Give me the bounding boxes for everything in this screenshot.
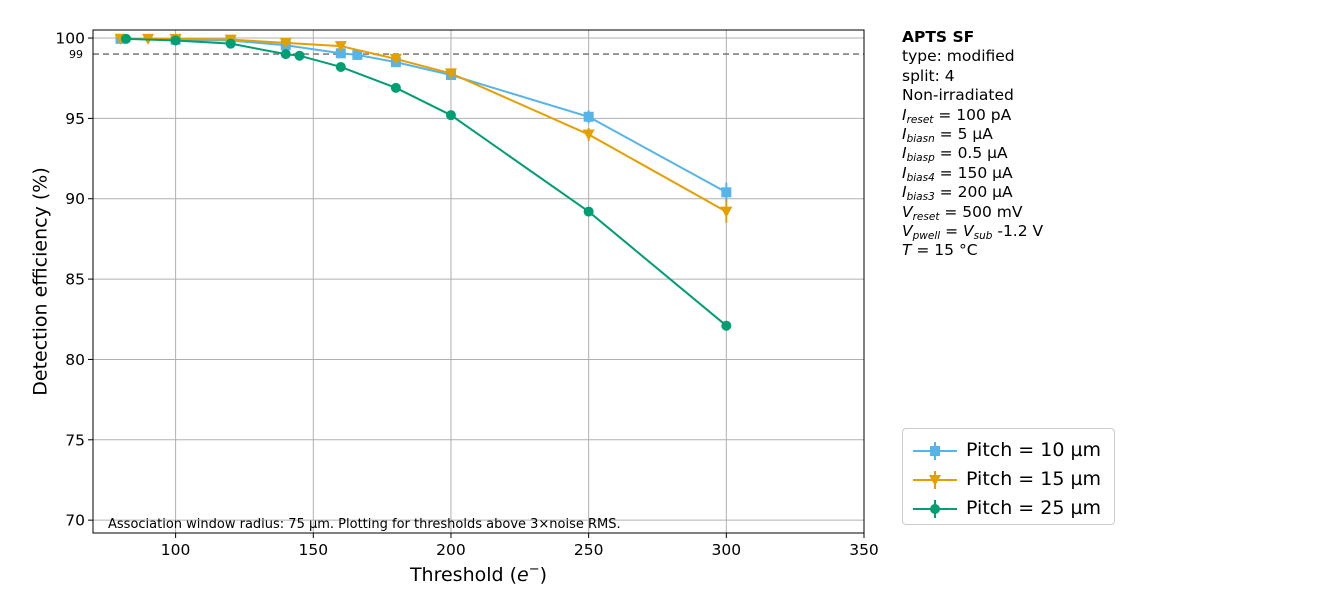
legend-label: Pitch = 25 µm (966, 497, 1102, 519)
legend-swatch (913, 471, 957, 489)
x-axis-label: Threshold (e−) (409, 562, 547, 586)
legend-label: Pitch = 15 µm (966, 468, 1102, 490)
data-point (582, 129, 595, 141)
x-tick-label: 300 (712, 541, 742, 559)
info-param: Vreset = 500 mV (902, 202, 1023, 223)
info-param: Ibias3 = 200 µA (902, 183, 1013, 204)
data-point (121, 33, 132, 44)
info-pwell: Vpwell = Vsub -1.2 V (902, 222, 1044, 243)
y-tick-label: 100 (55, 30, 85, 48)
run-info-panel: APTS SF type: modified split: 4 Non-irra… (902, 28, 1043, 261)
series-line (120, 37, 727, 194)
info-title: APTS SF (902, 28, 975, 46)
x-tick-label: 250 (574, 541, 604, 559)
axis-ticks: 100 150 200 250 300 350 70 75 80 85 90 95 100 (55, 30, 878, 559)
data-point (444, 68, 457, 80)
legend: Pitch = 10 µm Pitch = 15 µm Pitch = 25 µm (902, 428, 1115, 525)
reference-line-label: 99 (69, 48, 83, 61)
info-params: Ireset = 100 pA Ibiasn = 5 µA Ibiasp = 0.5… (902, 106, 1043, 222)
info-split: split: 4 (902, 66, 955, 85)
x-tick-label: 150 (298, 541, 328, 559)
y-tick-label: 75 (65, 431, 85, 449)
x-tick-label: 200 (436, 541, 466, 559)
data-point (445, 110, 456, 121)
legend-item: Pitch = 25 µm (903, 494, 1114, 522)
data-point (720, 206, 733, 218)
data-point (583, 206, 594, 217)
info-param: Ibiasn = 5 µA (902, 125, 993, 146)
legend-item: Pitch = 10 µm (903, 436, 1114, 464)
info-param: Ibias4 = 150 µA (902, 163, 1013, 184)
x-tick-label: 350 (849, 541, 879, 559)
data-point (335, 48, 346, 59)
y-tick-label: 95 (65, 110, 85, 128)
y-tick-label: 85 (65, 271, 85, 289)
chart-annotation: Association window radius: 75 µm. Plotti… (108, 517, 621, 532)
data-point (280, 49, 291, 60)
series-layer (114, 33, 733, 331)
plot-frame (92, 29, 865, 534)
data-point (390, 82, 401, 93)
info-type: type: modified (902, 47, 1015, 66)
data-point (334, 41, 347, 53)
y-tick-label: 90 (65, 190, 85, 208)
data-point (721, 187, 732, 198)
data-point (335, 61, 346, 72)
data-point (279, 37, 292, 49)
info-temperature: T = 15 °C (902, 241, 978, 260)
data-point (721, 320, 732, 331)
y-tick-label: 80 (65, 351, 85, 369)
series-3 (121, 33, 732, 331)
data-point (583, 111, 594, 122)
x-tick-label: 100 (161, 541, 191, 559)
data-point (294, 50, 305, 61)
info-param: Ibiasp = 0.5 µA (902, 144, 1008, 165)
series-line (126, 37, 727, 327)
legend-item: Pitch = 15 µm (903, 465, 1114, 493)
legend-swatch (913, 442, 957, 460)
data-point (225, 38, 236, 49)
info-param: Ireset = 100 pA (902, 105, 1012, 126)
data-point (389, 53, 402, 65)
data-point (170, 35, 181, 46)
legend-marker (929, 475, 941, 486)
data-point (352, 49, 363, 60)
series-line (120, 37, 727, 213)
series-2 (114, 33, 733, 223)
legend-marker (930, 504, 940, 514)
legend-swatch (913, 500, 957, 518)
legend-label: Pitch = 10 µm (966, 439, 1102, 461)
y-axis-label: Detection efficiency (%) (30, 167, 52, 395)
grid (93, 30, 865, 533)
y-tick-label: 70 (65, 512, 85, 530)
legend-marker (930, 446, 940, 456)
info-irradiation: Non-irradiated (902, 86, 1014, 105)
